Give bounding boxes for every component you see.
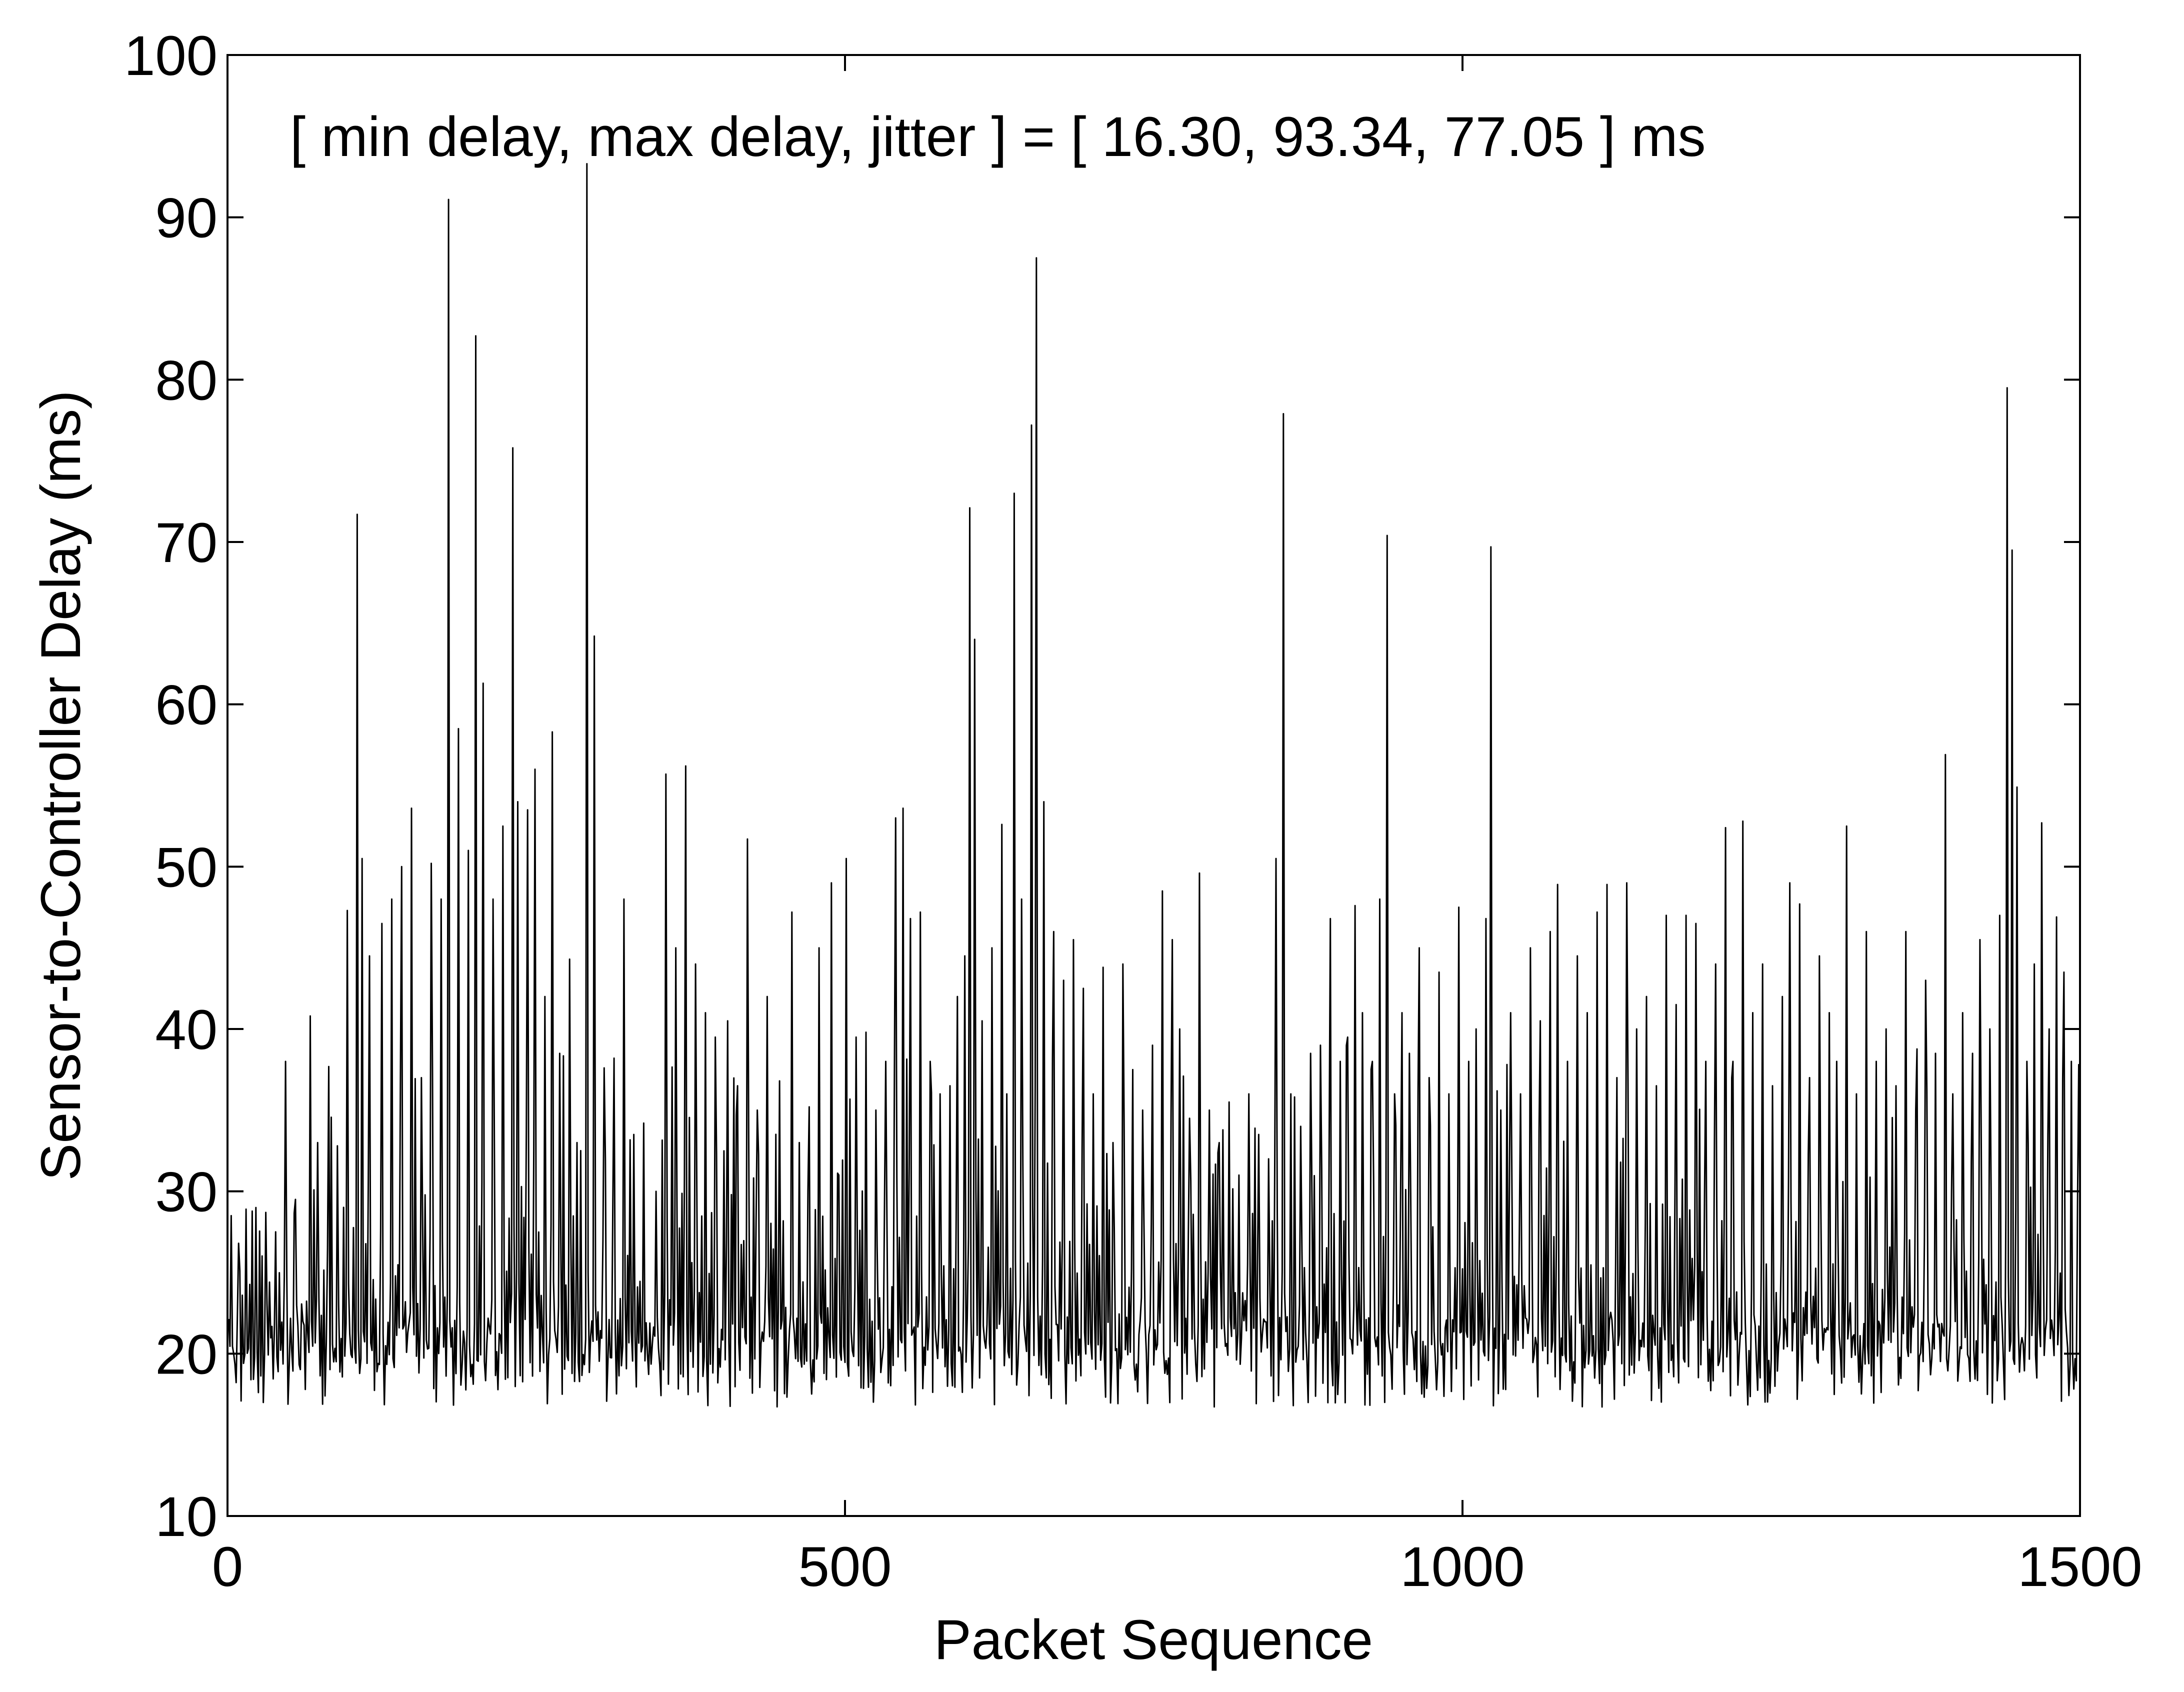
- plot-frame: [226, 54, 2081, 1517]
- x-tick-label: 0: [212, 1536, 243, 1598]
- y-tick-label: 90: [155, 187, 218, 250]
- y-axis-title: Sensor-to-Controller Delay (ms): [30, 390, 92, 1181]
- y-tick-label: 30: [155, 1161, 218, 1224]
- y-tick-label: 20: [155, 1323, 218, 1386]
- labels-layer: 0 500 1000 1500 10 20 30 40 50 60 70 80 90 100: [124, 24, 2142, 1598]
- x-tick-label: 500: [798, 1536, 892, 1598]
- y-tick-label: 70: [155, 512, 218, 574]
- series-layer: [228, 163, 2081, 1408]
- y-tick-label: 80: [155, 349, 218, 412]
- y-tick-label: 10: [155, 1486, 218, 1548]
- stats-annotation: [ min delay, max delay, jitter ] = [ 16.…: [290, 106, 1706, 168]
- y-tick-label: 40: [155, 998, 218, 1061]
- x-tick-label: 1000: [1400, 1536, 1524, 1598]
- x-axis-title: Packet Sequence: [934, 1608, 1373, 1671]
- y-tick-label: 50: [155, 836, 218, 898]
- y-tick-label: 100: [124, 24, 218, 87]
- x-tick-label: 1500: [2018, 1536, 2142, 1598]
- ticks-layer: [226, 54, 2081, 1517]
- delay-series-line: [228, 163, 2081, 1408]
- y-tick-label: 60: [155, 674, 218, 736]
